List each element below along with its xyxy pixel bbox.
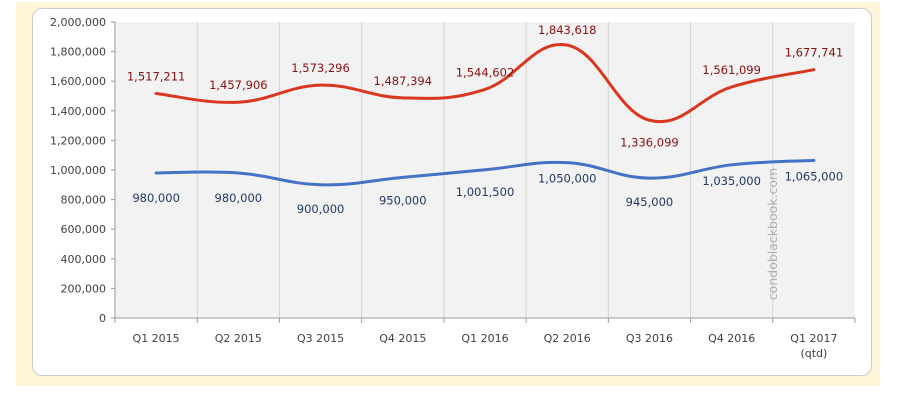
- y-tick-label: 0: [99, 312, 106, 325]
- y-tick-label: 800,000: [61, 194, 107, 207]
- red-data-label: 1,544,602: [456, 65, 515, 79]
- blue-data-label: 1,001,500: [456, 185, 515, 199]
- y-tick-label: 1,200,000: [50, 134, 106, 147]
- x-tick-label: Q4 2016: [708, 332, 755, 345]
- x-tick-label: Q1 2016: [461, 332, 508, 345]
- y-tick-label: 600,000: [61, 223, 107, 236]
- watermark: condoblackbook.com: [765, 168, 780, 300]
- red-data-label: 1,517,211: [127, 69, 186, 83]
- red-data-label: 1,457,906: [209, 78, 268, 92]
- red-data-label: 1,561,099: [702, 63, 761, 77]
- blue-data-label: 1,065,000: [785, 169, 844, 183]
- y-tick-label: 1,800,000: [50, 46, 106, 59]
- x-tick-label: Q3 2015: [297, 332, 344, 345]
- red-data-label: 1,487,394: [374, 74, 433, 88]
- blue-series-line: [154, 158, 816, 187]
- x-tick-label: Q1 2017 (qtd): [790, 332, 837, 360]
- y-tick-label: 1,600,000: [50, 75, 106, 88]
- blue-data-label: 900,000: [297, 202, 345, 216]
- y-tick-label: 2,000,000: [50, 16, 106, 29]
- red-data-label: 1,336,099: [620, 135, 679, 149]
- blue-data-label: 1,035,000: [702, 174, 761, 188]
- blue-data-label: 945,000: [626, 195, 674, 209]
- y-tick-label: 1,000,000: [50, 164, 106, 177]
- red-data-label: 1,843,618: [538, 23, 597, 37]
- blue-data-label: 980,000: [215, 191, 263, 205]
- blue-data-label: 1,050,000: [538, 172, 597, 186]
- x-tick-label: Q3 2016: [626, 332, 673, 345]
- blue-data-label: 950,000: [379, 193, 427, 207]
- y-tick-label: 1,400,000: [50, 105, 106, 118]
- x-tick-label: Q1 2015: [133, 332, 180, 345]
- red-series-line: [154, 43, 816, 124]
- x-tick-label: Q4 2015: [379, 332, 426, 345]
- x-tick-label: Q2 2015: [215, 332, 262, 345]
- blue-data-label: 980,000: [132, 191, 180, 205]
- red-data-label: 1,677,741: [785, 46, 844, 60]
- y-tick-label: 400,000: [61, 253, 107, 266]
- red-data-label: 1,573,296: [291, 61, 350, 75]
- y-tick-label: 200,000: [61, 282, 107, 295]
- x-tick-label: Q2 2016: [544, 332, 591, 345]
